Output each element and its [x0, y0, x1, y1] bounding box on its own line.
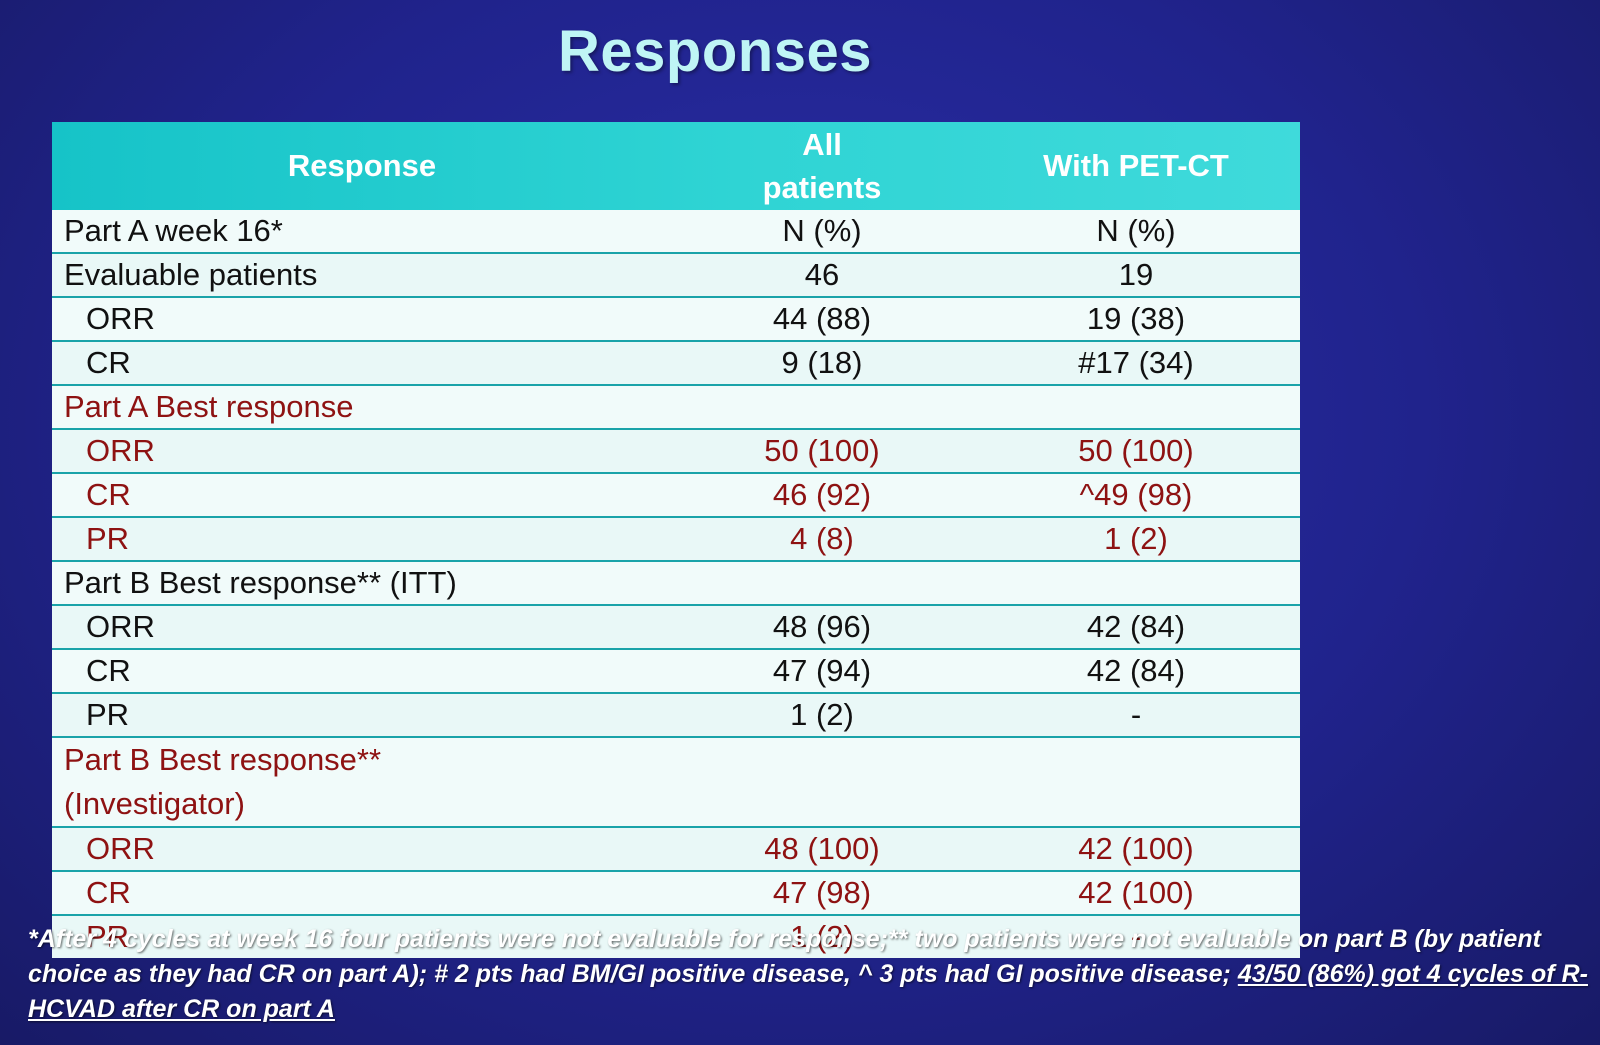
- cell-all-patients: 1 (2): [790, 919, 854, 954]
- table-row: PR 1 (2) -: [52, 694, 1300, 738]
- row-label: PR: [86, 919, 130, 954]
- table-row: CR 47 (98) 42 (100): [52, 872, 1300, 916]
- table-row: PR 4 (8) 1 (2): [52, 518, 1300, 562]
- table-row: Part B Best response** (ITT): [52, 562, 1300, 606]
- table-row: Part A week 16* N (%) N (%): [52, 210, 1300, 254]
- table-row: ORR 48 (100) 42 (100): [52, 828, 1300, 872]
- cell-with-pet-ct: -: [1130, 697, 1142, 732]
- table-header: Response All patients With PET-CT: [52, 122, 1300, 210]
- table-row: Evaluable patients 46 19: [52, 254, 1300, 298]
- cell-all-patients: 50 (100): [764, 433, 880, 468]
- cell-all-patients: 1 (2): [790, 697, 854, 732]
- cell-with-pet-ct: 1 (2): [1104, 521, 1168, 556]
- cell-with-pet-ct: 42 (84): [1086, 653, 1186, 688]
- table-row: PR 1 (2) -: [52, 916, 1300, 958]
- footnote-underlined-text: 43/50 (86%) got 4 cycles of R-HCVAD afte…: [28, 960, 1588, 1023]
- header-with-pet-ct: With PET-CT: [1043, 148, 1229, 183]
- row-label: CR: [86, 875, 131, 910]
- cell-with-pet-ct: -: [1130, 919, 1142, 954]
- cell-all-patients: 46: [804, 257, 840, 292]
- cell-with-pet-ct: 19 (38): [1086, 301, 1186, 336]
- cell-all-patients: 48 (100): [764, 831, 880, 866]
- row-label: ORR: [86, 301, 155, 336]
- table-row: CR 9 (18) #17 (34): [52, 342, 1300, 386]
- cell-with-pet-ct: 50 (100): [1078, 433, 1194, 468]
- cell-all-patients: 4 (8): [790, 521, 854, 556]
- cell-with-pet-ct: 42 (84): [1086, 609, 1186, 644]
- table-row: ORR 48 (96) 42 (84): [52, 606, 1300, 650]
- row-label: ORR: [86, 831, 155, 866]
- cell-with-pet-ct: 19: [1118, 257, 1154, 292]
- row-label: PR: [86, 697, 130, 732]
- cell-all-patients: 9 (18): [781, 345, 863, 380]
- row-label: Part B Best response** (Investigator): [64, 742, 382, 821]
- responses-table: Response All patients With PET-CT Part A…: [52, 122, 1300, 958]
- footnote-text: *After 4 cycles at week 16 four patients…: [28, 925, 1541, 988]
- table-row: ORR 50 (100) 50 (100): [52, 430, 1300, 474]
- row-label: CR: [86, 345, 131, 380]
- footnote: *After 4 cycles at week 16 four patients…: [28, 922, 1588, 1027]
- cell-all-patients: 47 (98): [772, 875, 872, 910]
- row-label: PR: [86, 521, 130, 556]
- header-response: Response: [287, 148, 437, 183]
- cell-with-pet-ct: ^49 (98): [1079, 477, 1193, 512]
- cell-all-patients: 46 (92): [772, 477, 872, 512]
- row-label: Part A week 16*: [64, 213, 283, 248]
- cell-all-patients: N (%): [782, 213, 862, 248]
- row-label: ORR: [86, 609, 155, 644]
- cell-with-pet-ct: 42 (100): [1078, 875, 1194, 910]
- table-row: Part A Best response: [52, 386, 1300, 430]
- cell-with-pet-ct: #17 (34): [1078, 345, 1194, 380]
- row-label: ORR: [86, 433, 155, 468]
- row-label: CR: [86, 477, 131, 512]
- row-label: Part B Best response** (ITT): [64, 565, 457, 600]
- table-row: ORR 44 (88) 19 (38): [52, 298, 1300, 342]
- cell-with-pet-ct: 42 (100): [1078, 831, 1194, 866]
- row-label: Part A Best response: [64, 389, 354, 424]
- cell-all-patients: 48 (96): [772, 609, 872, 644]
- row-label: CR: [86, 653, 131, 688]
- table-row: CR 46 (92) ^49 (98): [52, 474, 1300, 518]
- cell-with-pet-ct: N (%): [1096, 213, 1176, 248]
- table-row: Part B Best response** (Investigator): [52, 738, 1300, 828]
- slide-title: Responses: [558, 19, 872, 84]
- row-label: Evaluable patients: [64, 257, 318, 292]
- table-row: CR 47 (94) 42 (84): [52, 650, 1300, 694]
- cell-all-patients: 47 (94): [772, 653, 872, 688]
- cell-all-patients: 44 (88): [772, 301, 872, 336]
- header-all-patients: All patients: [762, 127, 882, 205]
